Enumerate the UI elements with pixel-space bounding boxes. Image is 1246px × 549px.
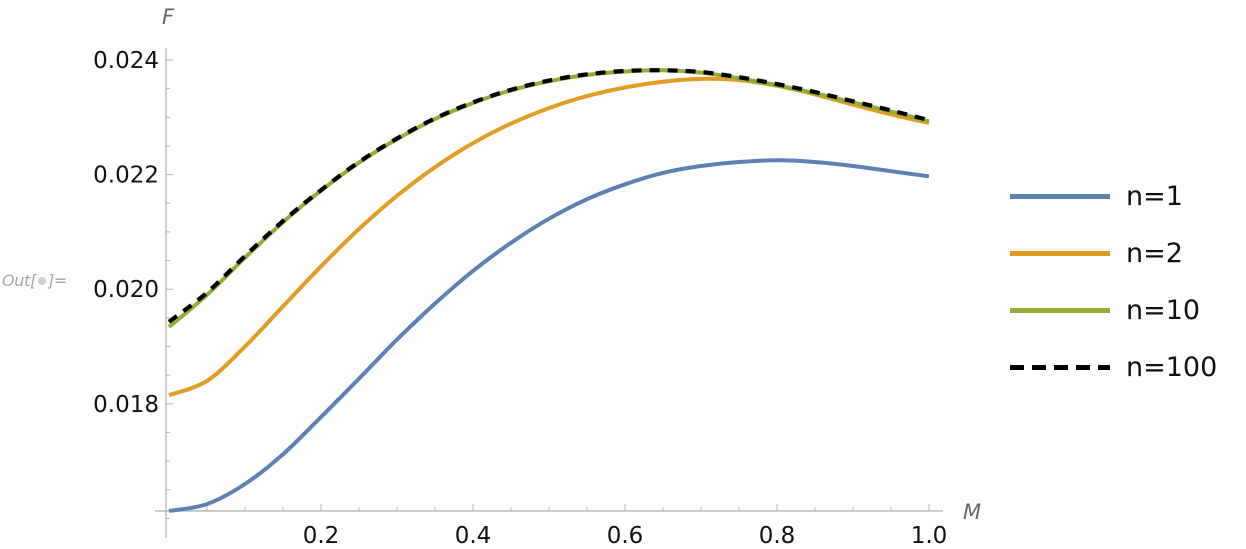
x-tick-label: 0.6 (607, 523, 644, 549)
chart-curves (167, 68, 930, 513)
legend-label: n=100 (1126, 352, 1218, 383)
legend-swatch-solid-line-icon (1010, 308, 1110, 313)
legend-item: n=2 (1010, 225, 1217, 282)
out-label-prefix: Out[ (2, 271, 37, 290)
output-cell-label: Out[ ]= (2, 271, 67, 290)
y-axis-label: F (162, 5, 175, 29)
legend-label: n=1 (1126, 181, 1183, 212)
x-tick-label: 0.4 (455, 523, 492, 549)
y-tick-label: 0.024 (93, 48, 159, 74)
x-tick-label: 0.2 (303, 523, 340, 549)
legend-swatch-dashed-line-icon (1010, 365, 1110, 370)
series-line-n1 (168, 158, 930, 513)
y-tick-label: 0.018 (93, 392, 159, 418)
x-tick-label: 1.0 (911, 523, 948, 549)
legend-item: n=10 (1010, 282, 1217, 339)
legend-swatch-solid-line-icon (1010, 251, 1110, 256)
x-tick-label: 0.8 (759, 523, 796, 549)
legend-label: n=2 (1126, 238, 1183, 269)
y-tick-label: 0.022 (93, 163, 159, 189)
cell-dot-icon (38, 277, 47, 285)
chart-legend: n=1 n=2 n=10 n=100 (1010, 168, 1217, 396)
y-tick-label: 0.020 (93, 277, 159, 303)
x-axis-label: M (963, 500, 981, 524)
series-line-n2 (168, 76, 930, 398)
out-label-suffix: ]= (48, 271, 68, 290)
series-line-n100 (167, 68, 930, 324)
legend-item: n=1 (1010, 168, 1217, 225)
legend-swatch-solid-line-icon (1010, 194, 1110, 199)
legend-label: n=10 (1126, 295, 1201, 326)
legend-item: n=100 (1010, 339, 1217, 396)
